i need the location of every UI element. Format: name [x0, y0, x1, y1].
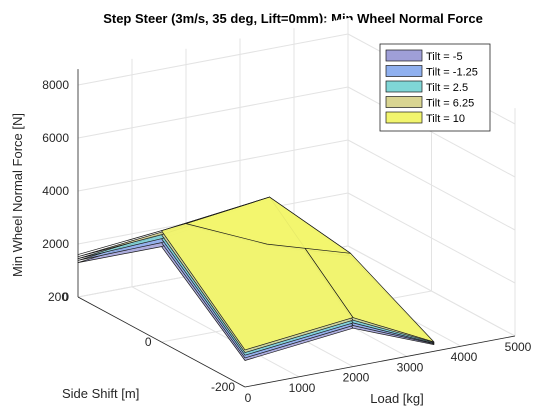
- grid-line: [77, 33, 349, 86]
- z-axis-label: Min Wheel Normal Force [N]: [10, 113, 25, 277]
- x-tick-label: 4000: [451, 350, 478, 364]
- surface-patch: [77, 196, 270, 255]
- legend: Tilt = -5 Tilt = -1.25 Tilt = 2.5 Tilt = 6.…: [379, 43, 491, 132]
- y-tick-label: -200: [211, 380, 235, 394]
- z-tick-label: 4000: [42, 184, 69, 198]
- surface-plots: [77, 196, 435, 361]
- y-axis-label: Side Shift [m]: [62, 386, 139, 401]
- axis-line: [244, 335, 516, 388]
- legend-entry: Tilt = 10: [426, 113, 465, 125]
- chart-title: Step Steer (3m/s, 35 deg, Lift=0mm): Min…: [103, 11, 483, 26]
- z-tick-label: 6000: [42, 131, 69, 145]
- legend-swatch: [385, 49, 423, 62]
- y-tick-label: 0: [145, 335, 152, 349]
- x-tick-label: 3000: [397, 360, 424, 374]
- grid-line: [77, 139, 349, 192]
- legend-entry: Tilt = -1.25: [426, 67, 478, 79]
- grid-line: [77, 86, 349, 139]
- x-tick-label: 5000: [505, 340, 532, 354]
- x-tick-label: 2000: [343, 371, 370, 385]
- legend-swatch: [385, 65, 423, 77]
- legend-swatch: [385, 111, 423, 124]
- tick-labels: 02000400060008000-2000200010002000300040…: [42, 78, 531, 405]
- x-tick-label: 1000: [289, 381, 316, 395]
- x-axis-label: Load [kg]: [370, 391, 424, 406]
- y-tick-label: 200: [48, 290, 68, 304]
- z-tick-label: 8000: [42, 78, 69, 92]
- axis-line: [77, 296, 246, 388]
- legend-swatch: [385, 96, 423, 108]
- surface-series: [77, 196, 435, 351]
- x-tick-label: 0: [245, 391, 252, 405]
- z-tick-label: 2000: [42, 237, 69, 251]
- legend-entry: Tilt = -5: [426, 51, 463, 63]
- legend-entry: Tilt = 2.5: [426, 82, 468, 94]
- z-tick-label: 0: [62, 290, 69, 304]
- legend-entry: Tilt = 6.25: [426, 98, 474, 110]
- legend-swatch: [385, 80, 423, 93]
